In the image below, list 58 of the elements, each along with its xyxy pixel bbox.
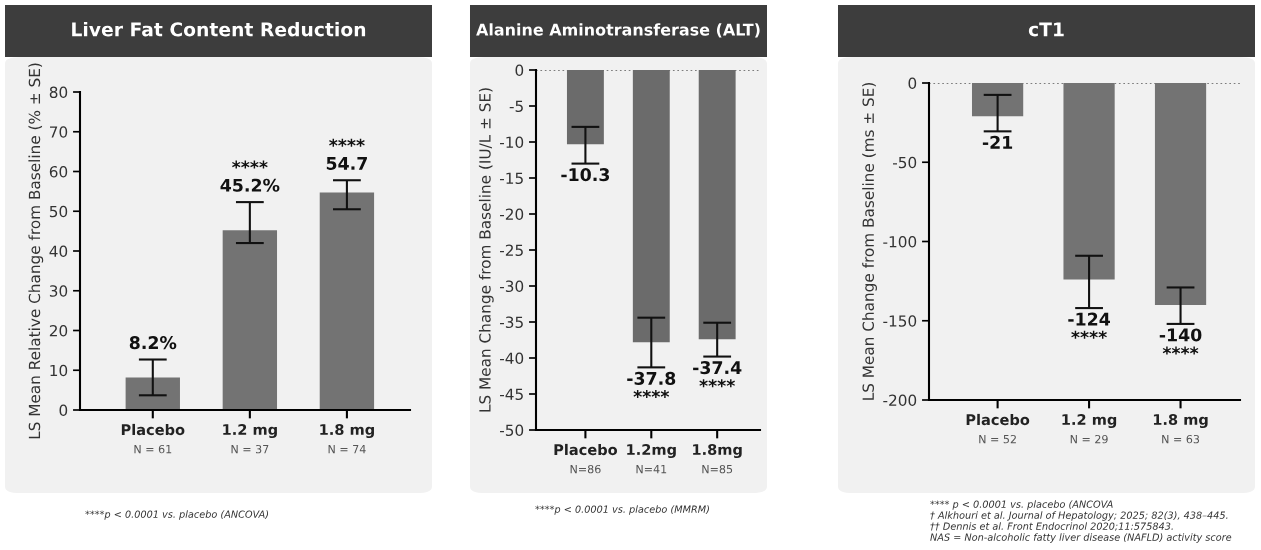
- y-tick-label: 40: [49, 245, 68, 258]
- y-axis-title: LS Mean Change from Baseline (IU/L ± SE): [478, 88, 494, 412]
- y-tick-label: -10: [499, 136, 524, 149]
- y-tick-label: 50: [49, 205, 68, 218]
- x-tick-label: 1.8 mg N = 63: [1153, 414, 1208, 444]
- y-tick-label: 30: [49, 285, 68, 297]
- y-tick-label: -5: [509, 100, 523, 113]
- data-label: 8.2%: [129, 336, 177, 350]
- data-label: -21: [982, 135, 1013, 149]
- y-tick-label: -50: [499, 424, 524, 437]
- y-axis-title: LS Mean Change from Baseline (ms ± SE): [862, 83, 877, 400]
- bar: [319, 192, 375, 410]
- x-tick-label: Placebo N=86: [554, 443, 618, 474]
- chart-title: Liver Fat Content Reduction: [72, 21, 366, 37]
- data-label: -140 ****: [1159, 328, 1202, 355]
- bar: [222, 230, 278, 410]
- y-tick-label: -35: [499, 316, 523, 329]
- y-tick-label: 80: [49, 86, 68, 99]
- text: †† Dennis et al. Front Endocrinol 2020;11:575843.: [930, 522, 1173, 531]
- y-tick-label: -25: [499, 244, 523, 257]
- y-tick-label: 10: [50, 364, 68, 377]
- data-label: **** 45.2%: [220, 160, 280, 192]
- text: † Alkhouri et al. Journal of Hepatology; 2025; 82(3), 438–445.: [930, 511, 1228, 521]
- y-tick-label: 20: [49, 324, 68, 337]
- data-label: -37.8 ****: [627, 371, 676, 399]
- y-tick-label: -30: [499, 280, 524, 293]
- data-label: -10.3: [561, 168, 610, 182]
- y-tick-label: -100: [883, 235, 917, 248]
- y-tick-label: 0: [908, 77, 917, 90]
- x-tick-label: Placebo N = 61: [121, 423, 185, 454]
- chart-title: Alanine Aminotransferase (ALT): [476, 23, 760, 38]
- data-label: -124 ****: [1068, 312, 1110, 339]
- text: ****p < 0.0001 vs. placebo (MMRM): [535, 505, 709, 515]
- chart-title: cT1: [1028, 22, 1064, 37]
- y-tick-label: 60: [49, 165, 68, 178]
- text: NAS = Non-alcoholic fatty liver disease (NAFLD) activity score: [930, 533, 1232, 543]
- x-tick-label: 1.2 mg N = 37: [223, 424, 277, 454]
- x-tick-label: 1.2 mg N = 29: [1062, 414, 1117, 444]
- y-tick-label: -150: [883, 315, 917, 327]
- text: ****p < 0.0001 vs. placebo (ANCOVA): [85, 510, 269, 520]
- y-tick-label: -45: [499, 388, 523, 401]
- y-tick-label: -15: [499, 172, 523, 185]
- y-tick-label: 0: [59, 404, 68, 417]
- bar: [125, 377, 180, 410]
- x-tick-label: 1.8mg N=85: [693, 444, 742, 474]
- x-tick-label: 1.2mg N=41: [627, 444, 676, 474]
- x-tick-label: 1.8 mg N = 74: [320, 424, 374, 454]
- y-axis-title: LS Mean Relative Change from Baseline (% ± SE): [28, 63, 44, 439]
- y-tick-label: -40: [499, 352, 524, 365]
- y-tick-label: -200: [883, 394, 917, 407]
- data-label: **** 54.7: [326, 138, 367, 170]
- y-tick-label: -50: [892, 156, 917, 169]
- text: **** p < 0.0001 vs. placebo (ANCOVA: [930, 500, 1113, 510]
- y-tick-label: 70: [50, 126, 68, 138]
- y-tick-label: 0: [515, 64, 524, 77]
- x-tick-label: Placebo N = 52: [966, 413, 1030, 444]
- y-tick-label: -20: [499, 208, 524, 221]
- data-label: -37.4 ****: [693, 361, 742, 388]
